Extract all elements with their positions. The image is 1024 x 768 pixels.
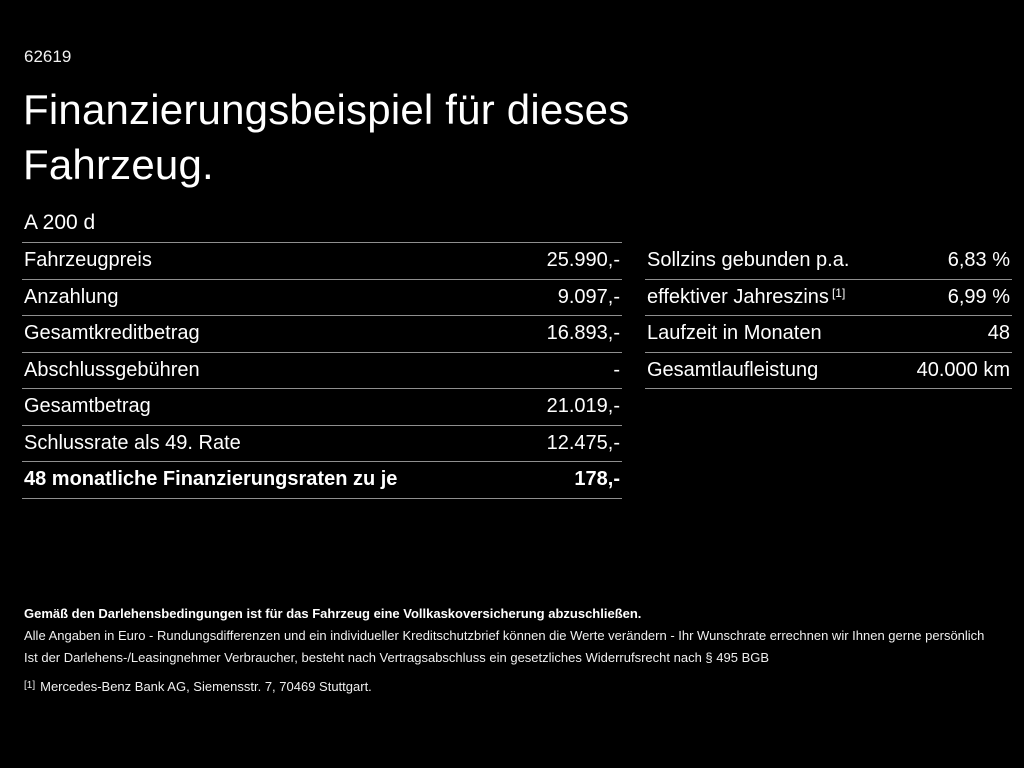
table-row-total-mileage: Gesamtlaufleistung 40.000 km: [645, 353, 1012, 389]
page-title-line-1: Finanzierungsbeispiel für dieses: [23, 86, 630, 133]
disclaimer-line-2: Ist der Darlehens-/Leasingnehmer Verbrau…: [24, 650, 770, 665]
row-label: Schlussrate als 49. Rate: [24, 431, 241, 454]
bank-reference-text: Mercedes-Benz Bank AG, Siemensstr. 7, 70…: [40, 679, 372, 694]
table-row-vehicle-price: Fahrzeugpreis 25.990,-: [22, 243, 622, 280]
row-value: 25.990,-: [546, 249, 620, 272]
insurance-note: Gemäß den Darlehensbedingungen ist für d…: [24, 606, 642, 621]
row-value: 40.000 km: [916, 358, 1010, 381]
footnote-reference-marker: [1]: [831, 285, 846, 300]
row-value: 178,-: [574, 468, 620, 491]
row-label: 48 monatliche Finanzierungsraten zu je: [24, 468, 398, 491]
legal-footnotes: Gemäß den Darlehensbedingungen ist für d…: [24, 603, 1004, 698]
row-value: 12.475,-: [546, 431, 620, 454]
row-label-text: effektiver Jahreszins: [647, 285, 829, 308]
table-row-nominal-interest: Sollzins gebunden p.a. 6,83 %: [645, 243, 1012, 280]
table-row-final-installment: Schlussrate als 49. Rate 12.475,-: [22, 426, 622, 462]
row-label: Gesamtlaufleistung: [647, 358, 819, 381]
row-value: 16.893,-: [546, 322, 620, 345]
row-label: Fahrzeugpreis: [24, 249, 152, 272]
row-value: 6,99 %: [947, 285, 1010, 308]
row-value: 9.097,-: [557, 285, 620, 308]
bank-reference: [1] Mercedes-Benz Bank AG, Siemensstr. 7,…: [24, 675, 1004, 698]
row-value: 21.019,-: [546, 395, 620, 418]
row-value: -: [613, 358, 620, 381]
row-label: Abschlussgebühren: [24, 358, 200, 381]
row-label: Sollzins gebunden p.a.: [647, 249, 850, 272]
table-row-closing-fees: Abschlussgebühren -: [22, 353, 622, 389]
row-value: 48: [987, 322, 1010, 345]
footnote-marker: [1]: [24, 680, 36, 691]
row-label: Anzahlung: [24, 285, 119, 308]
row-label: Gesamtkreditbetrag: [24, 322, 200, 345]
table-row-monthly-rate: 48 monatliche Finanzierungsraten zu je 1…: [22, 462, 622, 499]
financing-table: Fahrzeugpreis 25.990,- Anzahlung 9.097,-…: [22, 242, 622, 499]
table-row-total-credit-amount: Gesamtkreditbetrag 16.893,-: [22, 316, 622, 353]
page-title-line-2: Fahrzeug.: [23, 141, 214, 188]
row-label: Gesamtbetrag: [24, 395, 151, 418]
table-row-down-payment: Anzahlung 9.097,-: [22, 280, 622, 316]
table-row-effective-interest: effektiver Jahreszins [1] 6,99 %: [645, 280, 1012, 316]
table-row-total-amount: Gesamtbetrag 21.019,-: [22, 389, 622, 426]
row-label: effektiver Jahreszins [1]: [647, 286, 845, 309]
vehicle-model-label: A 200 d: [24, 211, 96, 234]
page-title: Finanzierungsbeispiel für dieses Fahrzeu…: [23, 82, 629, 192]
disclaimer-line-1: Alle Angaben in Euro - Rundungsdifferenz…: [24, 628, 985, 643]
table-row-term-months: Laufzeit in Monaten 48: [645, 316, 1012, 353]
document-number: 62619: [24, 47, 72, 66]
row-value: 6,83 %: [947, 249, 1010, 272]
conditions-table: Sollzins gebunden p.a. 6,83 % effektiver…: [645, 243, 1012, 389]
row-label: Laufzeit in Monaten: [647, 322, 822, 345]
